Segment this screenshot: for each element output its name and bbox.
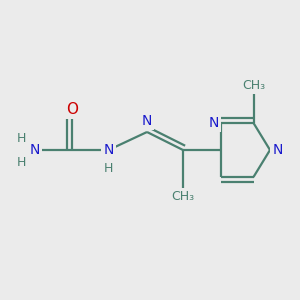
Text: N: N bbox=[142, 114, 152, 128]
Text: O: O bbox=[66, 102, 78, 117]
Text: N: N bbox=[29, 143, 40, 157]
Text: CH₃: CH₃ bbox=[171, 190, 195, 203]
Text: CH₃: CH₃ bbox=[242, 79, 265, 92]
Text: N: N bbox=[103, 143, 114, 157]
Text: H: H bbox=[104, 161, 113, 175]
Text: N: N bbox=[208, 116, 219, 130]
Text: H: H bbox=[16, 155, 26, 169]
Text: H: H bbox=[16, 131, 26, 145]
Text: N: N bbox=[272, 143, 283, 157]
